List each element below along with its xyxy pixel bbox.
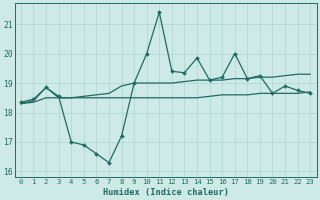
X-axis label: Humidex (Indice chaleur): Humidex (Indice chaleur) bbox=[103, 188, 228, 197]
